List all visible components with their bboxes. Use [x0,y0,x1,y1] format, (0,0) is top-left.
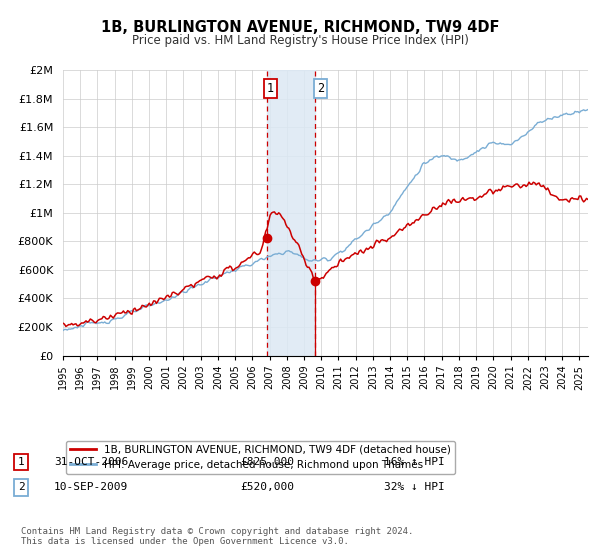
Text: 1: 1 [17,457,25,467]
Text: 10-SEP-2009: 10-SEP-2009 [54,482,128,492]
Text: 2: 2 [317,82,324,95]
Text: 2: 2 [17,482,25,492]
Text: Contains HM Land Registry data © Crown copyright and database right 2024.
This d: Contains HM Land Registry data © Crown c… [21,526,413,546]
Text: 31-OCT-2006: 31-OCT-2006 [54,457,128,467]
Legend: 1B, BURLINGTON AVENUE, RICHMOND, TW9 4DF (detached house), HPI: Average price, d: 1B, BURLINGTON AVENUE, RICHMOND, TW9 4DF… [65,441,455,474]
Bar [266,70,316,356]
Text: £520,000: £520,000 [240,482,294,492]
Text: 1B, BURLINGTON AVENUE, RICHMOND, TW9 4DF: 1B, BURLINGTON AVENUE, RICHMOND, TW9 4DF [101,20,499,35]
Text: 32% ↓ HPI: 32% ↓ HPI [384,482,445,492]
Text: £825,000: £825,000 [240,457,294,467]
Text: Price paid vs. HM Land Registry's House Price Index (HPI): Price paid vs. HM Land Registry's House … [131,34,469,46]
Text: 16% ↑ HPI: 16% ↑ HPI [384,457,445,467]
Text: 1: 1 [267,82,274,95]
